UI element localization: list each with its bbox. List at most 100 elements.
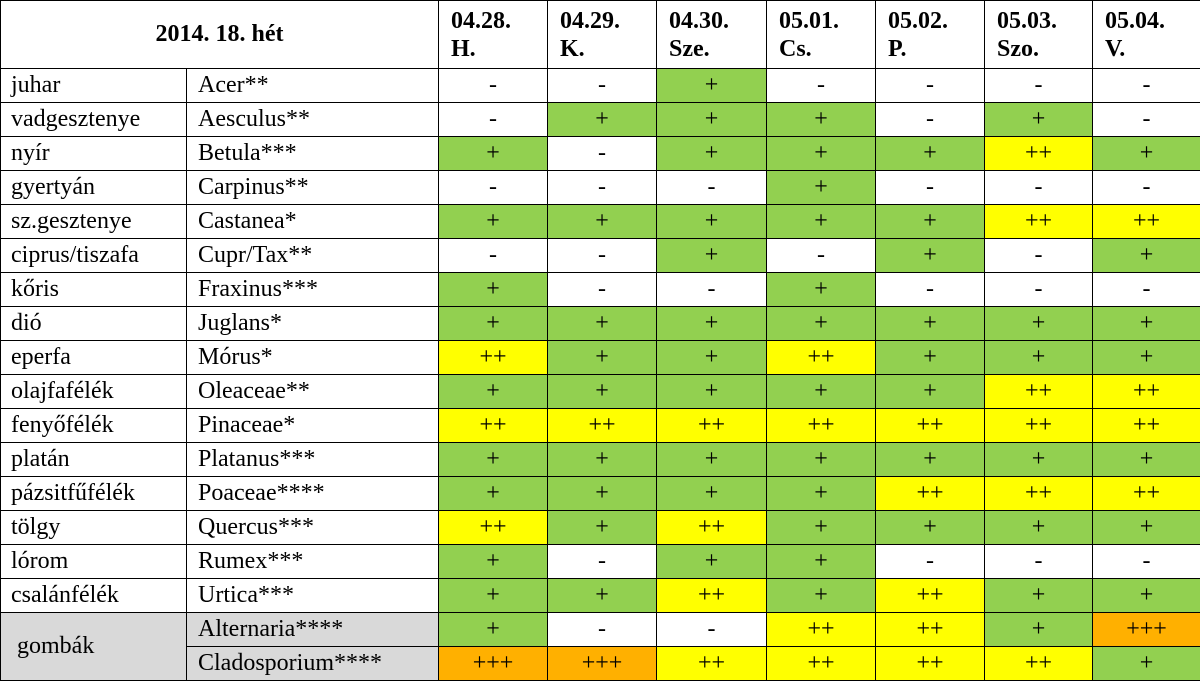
hungarian-name: fenyőfélék: [1, 409, 187, 443]
hungarian-name: tölgy: [1, 511, 187, 545]
level-cell: -: [548, 545, 657, 579]
level-cell: +: [767, 171, 876, 205]
level-cell: +: [657, 545, 767, 579]
level-cell: +: [548, 443, 657, 477]
level-cell: +: [985, 307, 1093, 341]
level-cell: +: [439, 375, 548, 409]
latin-name: Pinaceae*: [187, 409, 439, 443]
level-cell: +: [439, 137, 548, 171]
level-cell: ++: [767, 647, 876, 681]
level-cell: ++: [548, 409, 657, 443]
level-cell: -: [657, 613, 767, 647]
level-cell: -: [548, 239, 657, 273]
level-cell: +: [439, 443, 548, 477]
hungarian-name: sz.gesztenye: [1, 205, 187, 239]
level-cell: -: [1093, 545, 1200, 579]
level-cell: +: [657, 205, 767, 239]
level-cell: +: [657, 69, 767, 103]
day-header: 05.04.V.: [1093, 1, 1200, 69]
level-cell: +: [548, 103, 657, 137]
level-cell: +: [767, 307, 876, 341]
level-cell: +: [876, 443, 985, 477]
level-cell: +: [439, 205, 548, 239]
level-cell: +: [985, 613, 1093, 647]
level-cell: ++: [657, 511, 767, 545]
day-name: Sze.: [669, 35, 766, 63]
level-cell: +++: [1093, 613, 1200, 647]
level-cell: +: [876, 341, 985, 375]
level-cell: +: [548, 341, 657, 375]
level-cell: +: [876, 511, 985, 545]
day-header: 05.03.Szo.: [985, 1, 1093, 69]
day-name: K.: [560, 35, 656, 63]
level-cell: +: [548, 477, 657, 511]
level-cell: +: [1093, 443, 1200, 477]
hungarian-name: platán: [1, 443, 187, 477]
day-date: 04.29.: [560, 7, 656, 35]
level-cell: +: [876, 137, 985, 171]
level-cell: +: [657, 443, 767, 477]
level-cell: -: [767, 239, 876, 273]
level-cell: +: [657, 477, 767, 511]
latin-name: Poaceae****: [187, 477, 439, 511]
level-cell: +: [1093, 579, 1200, 613]
day-header: 05.01.Cs.: [767, 1, 876, 69]
level-cell: +: [985, 511, 1093, 545]
level-cell: ++: [876, 613, 985, 647]
level-cell: ++: [767, 613, 876, 647]
hungarian-name: nyír: [1, 137, 187, 171]
group-label: gombák: [1, 613, 187, 681]
level-cell: -: [548, 69, 657, 103]
level-cell: +: [767, 103, 876, 137]
day-name: Szo.: [997, 35, 1092, 63]
level-cell: ++: [1093, 477, 1200, 511]
hungarian-name: csalánfélék: [1, 579, 187, 613]
day-date: 05.01.: [779, 7, 875, 35]
level-cell: -: [985, 69, 1093, 103]
level-cell: +: [548, 375, 657, 409]
day-name: V.: [1105, 35, 1200, 63]
level-cell: +: [657, 341, 767, 375]
level-cell: -: [1093, 69, 1200, 103]
hungarian-name: ciprus/tiszafa: [1, 239, 187, 273]
level-cell: -: [767, 69, 876, 103]
level-cell: ++: [657, 647, 767, 681]
level-cell: +: [876, 307, 985, 341]
level-cell: +: [439, 273, 548, 307]
level-cell: +: [1093, 341, 1200, 375]
level-cell: +: [1093, 307, 1200, 341]
level-cell: -: [439, 239, 548, 273]
level-cell: -: [548, 273, 657, 307]
level-cell: +: [439, 545, 548, 579]
level-cell: -: [985, 171, 1093, 205]
level-cell: ++: [876, 579, 985, 613]
latin-name: Alternaria****: [187, 613, 439, 647]
level-cell: +: [985, 341, 1093, 375]
level-cell: ++: [439, 409, 548, 443]
level-cell: ++: [657, 579, 767, 613]
level-cell: +: [657, 239, 767, 273]
level-cell: +: [767, 545, 876, 579]
level-cell: -: [876, 545, 985, 579]
level-cell: -: [657, 171, 767, 205]
level-cell: +: [876, 239, 985, 273]
day-date: 05.02.: [888, 7, 984, 35]
level-cell: +: [548, 205, 657, 239]
latin-name: Acer**: [187, 69, 439, 103]
latin-name: Juglans*: [187, 307, 439, 341]
level-cell: -: [985, 545, 1093, 579]
